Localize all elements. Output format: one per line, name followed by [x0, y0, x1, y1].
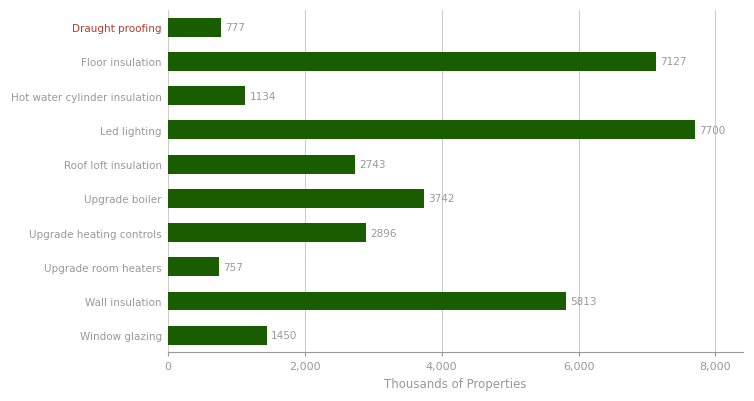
X-axis label: Thousands of Properties: Thousands of Properties — [384, 377, 526, 390]
Bar — [167, 292, 566, 311]
Bar — [167, 326, 267, 345]
Text: 7700: 7700 — [699, 126, 725, 136]
Text: 7127: 7127 — [660, 57, 686, 67]
Text: 3742: 3742 — [428, 194, 455, 204]
Bar — [167, 53, 656, 72]
Text: 2743: 2743 — [360, 160, 386, 170]
Bar — [167, 19, 221, 38]
Bar — [167, 87, 245, 106]
Text: 2896: 2896 — [370, 228, 397, 238]
Bar — [167, 189, 424, 208]
Bar — [167, 155, 355, 174]
Text: 1134: 1134 — [250, 91, 276, 101]
Text: 5813: 5813 — [570, 296, 596, 306]
Text: 777: 777 — [225, 23, 245, 33]
Bar — [167, 121, 695, 140]
Text: 757: 757 — [223, 262, 244, 272]
Bar — [167, 224, 366, 242]
Text: 1450: 1450 — [271, 330, 297, 340]
Bar — [167, 258, 219, 276]
